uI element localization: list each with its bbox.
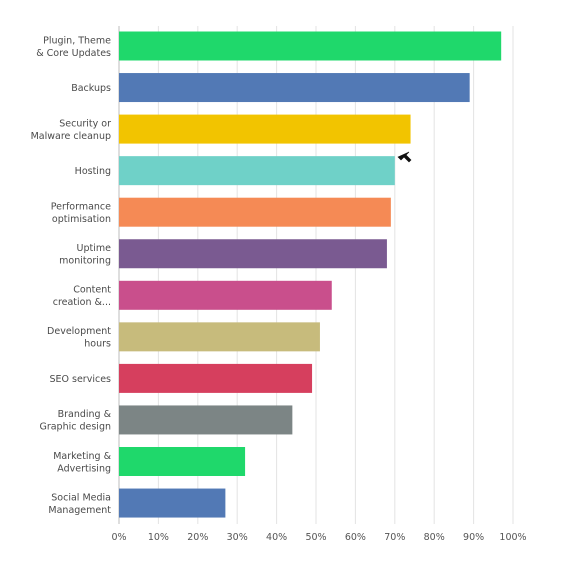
bar: [119, 73, 470, 103]
x-tick-label: 40%: [266, 532, 287, 543]
x-tick-label: 90%: [463, 532, 484, 543]
bar: [119, 280, 332, 310]
bar: [119, 31, 502, 61]
x-tick-label: 70%: [384, 532, 405, 543]
x-tick-label: 20%: [187, 532, 208, 543]
x-tick-label: 100%: [499, 532, 526, 543]
bar: [119, 197, 391, 227]
category-labels: Plugin, Theme & Core Updates Backups Securi…: [31, 35, 112, 516]
bar: [119, 363, 313, 393]
bar: [119, 322, 320, 352]
category-label: Content creation &...: [53, 285, 112, 309]
mouse-cursor-icon: [397, 151, 412, 163]
bar: [119, 447, 246, 476]
category-label: Social Media Management: [48, 492, 111, 516]
x-tick-label: 30%: [227, 532, 248, 543]
bar: [119, 239, 387, 269]
category-label: Plugin, Theme & Core Updates: [36, 35, 111, 59]
category-label: Backups: [71, 83, 111, 94]
x-tick-label: 80%: [424, 532, 445, 543]
bar: [119, 488, 226, 518]
category-label: Branding & Graphic design: [39, 409, 111, 433]
bars: [119, 31, 502, 518]
bar: [119, 156, 395, 186]
gridlines: [118, 26, 514, 524]
x-tick-label: 10%: [148, 532, 169, 543]
bar: [119, 405, 293, 435]
x-axis-tick-labels: 0% 10% 20% 30% 40% 50% 60% 70% 80% 90% 100%: [111, 532, 526, 543]
category-label: Hosting: [75, 166, 111, 177]
bar: [119, 114, 411, 144]
category-label: SEO services: [49, 374, 111, 385]
category-label: Security or Malware cleanup: [31, 118, 112, 142]
category-label: Marketing & Advertising: [53, 451, 111, 475]
category-label: Uptime monitoring: [59, 243, 111, 267]
category-label: Performance optimisation: [51, 201, 111, 225]
x-tick-label: 0%: [111, 532, 126, 543]
x-tick-label: 50%: [305, 532, 326, 543]
x-tick-label: 60%: [345, 532, 366, 543]
category-label: Development hours: [47, 326, 111, 350]
